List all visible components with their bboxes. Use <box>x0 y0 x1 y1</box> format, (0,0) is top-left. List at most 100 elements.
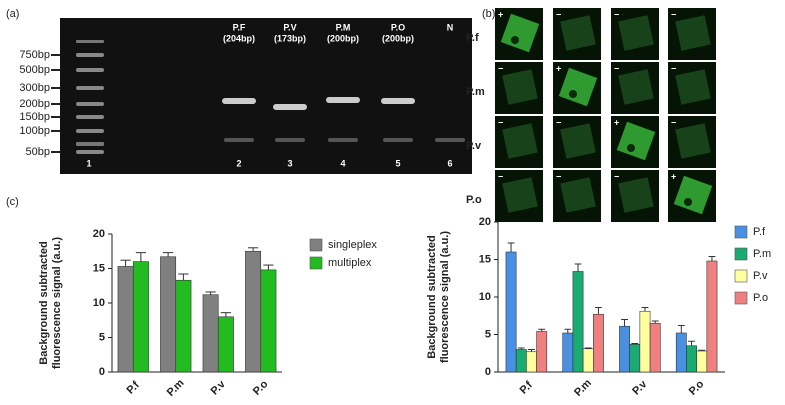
well-chamber <box>675 15 711 51</box>
well-chamber <box>558 67 598 107</box>
bar <box>696 350 708 373</box>
lane-label: (173bp) <box>274 33 306 43</box>
well-sign: − <box>498 117 503 127</box>
bar <box>629 343 641 373</box>
lane-label: P.V <box>283 22 296 32</box>
lane-number: 1 <box>86 158 91 168</box>
well-chamber <box>618 177 654 213</box>
well-chamber <box>502 69 538 105</box>
panel-label: (c) <box>6 196 19 208</box>
bar <box>562 332 574 373</box>
bar <box>706 260 718 373</box>
y-tick-label: 15 <box>93 262 105 274</box>
bar <box>686 345 697 373</box>
row-label: P.m <box>466 86 485 98</box>
primer-band <box>224 138 254 142</box>
x-tick-label: P.m <box>165 377 187 399</box>
ladder-band <box>76 142 104 146</box>
well-chamber <box>560 123 596 159</box>
dna-band <box>222 98 256 104</box>
well-chamber <box>500 13 540 53</box>
well-sign: − <box>556 9 561 19</box>
legend-swatch <box>309 238 323 252</box>
ladder-band <box>76 129 104 133</box>
lane-number: 3 <box>287 158 292 168</box>
well-dot <box>684 198 692 206</box>
ladder-band <box>76 115 104 119</box>
bar <box>526 351 537 373</box>
lane-label: P.M <box>336 22 351 32</box>
lane-label: N <box>447 22 454 32</box>
ladder-label: 200bp <box>19 98 50 110</box>
lane-label: P.F <box>233 22 246 32</box>
bar <box>639 310 651 373</box>
bar <box>505 251 517 373</box>
legend-label: multiplex <box>328 257 372 269</box>
well-chamber <box>618 15 654 51</box>
ladder-label: 300bp <box>19 82 50 94</box>
y-tick-label: 20 <box>93 228 105 240</box>
well-sign: − <box>671 9 676 19</box>
well-sign: − <box>556 171 561 181</box>
ladder-band <box>76 53 104 57</box>
y-tick-label: 10 <box>93 297 105 309</box>
well-chamber <box>673 175 713 215</box>
well-chamber <box>560 15 596 51</box>
lane-label: (204bp) <box>223 33 255 43</box>
lane-label: (200bp) <box>327 33 359 43</box>
legend-swatch <box>734 269 748 283</box>
ladder-band <box>76 102 104 106</box>
lane-number: 6 <box>447 158 452 168</box>
well-chamber <box>502 123 538 159</box>
primer-band <box>383 138 413 142</box>
bar <box>132 261 149 373</box>
primer-band <box>275 138 305 142</box>
y-tick-label: 20 <box>479 216 491 228</box>
bar <box>675 332 687 373</box>
primer-band <box>435 138 465 142</box>
ladder-band <box>76 40 104 43</box>
well-sign: − <box>498 63 503 73</box>
legend-label: P.v <box>753 270 768 282</box>
panel-label: (a) <box>6 8 19 20</box>
bar <box>217 316 234 373</box>
bar <box>619 325 630 373</box>
bar <box>582 348 594 373</box>
y-tick-label: 15 <box>479 253 491 265</box>
row-label: P.o <box>466 194 482 206</box>
x-tick-label: P.f <box>518 379 536 397</box>
legend-swatch <box>734 247 748 261</box>
lane-number: 2 <box>236 158 241 168</box>
lane-label: (200bp) <box>382 33 414 43</box>
primer-band <box>328 138 358 142</box>
x-tick-label: P.o <box>687 378 707 398</box>
bar <box>245 250 262 373</box>
ladder-label: 500bp <box>19 64 50 76</box>
ladder-band <box>76 68 104 72</box>
ladder-label: 50bp <box>26 146 50 158</box>
ladder-label: 750bp <box>19 49 50 61</box>
legend-swatch <box>309 256 323 270</box>
lane-number: 5 <box>395 158 400 168</box>
panel-label: (b) <box>482 8 495 20</box>
well-chamber <box>675 123 711 159</box>
bar <box>572 271 584 373</box>
bar <box>175 279 192 373</box>
ladder-label: 100bp <box>19 125 50 137</box>
y-axis-label: Background subtracted <box>426 235 438 358</box>
legend-swatch <box>734 291 748 305</box>
y-tick-label: 10 <box>479 291 491 303</box>
well-sign: − <box>556 117 561 127</box>
legend-swatch <box>734 225 748 239</box>
well-sign: + <box>614 117 619 127</box>
legend-label: P.m <box>753 248 771 260</box>
well-chamber <box>616 121 656 161</box>
lane-label: P.O <box>391 22 405 32</box>
legend-label: P.f <box>753 226 766 238</box>
ladder-label: 150bp <box>19 111 50 123</box>
bar <box>260 269 277 373</box>
x-tick-label: P.o <box>251 378 271 398</box>
x-tick-label: P.m <box>572 377 594 399</box>
y-tick-label: 5 <box>99 331 105 343</box>
